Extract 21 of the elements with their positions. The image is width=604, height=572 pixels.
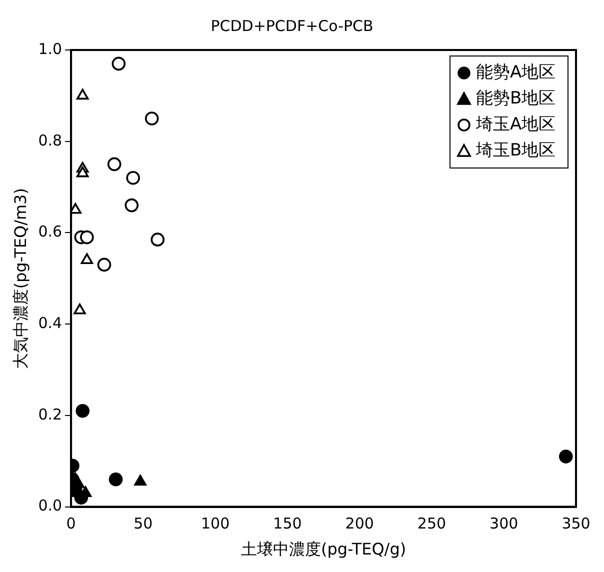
legend-label: 能勢A地区 bbox=[476, 62, 556, 82]
chart-title: PCDD+PCDF+Co-PCB bbox=[210, 16, 374, 35]
y-axis-title: 大気中濃度(pg-TEQ/m3) bbox=[10, 188, 30, 369]
x-tick-label: 200 bbox=[345, 514, 374, 533]
legend-label: 能勢B地区 bbox=[476, 88, 556, 108]
x-tick-label: 50 bbox=[134, 514, 153, 533]
legend-label: 埼玉A地区 bbox=[475, 114, 556, 134]
y-tick-label: 0.2 bbox=[38, 405, 62, 424]
x-axis-title: 土壌中濃度(pg-TEQ/g) bbox=[240, 540, 406, 559]
y-tick-label: 0.0 bbox=[38, 496, 62, 515]
y-tick-label: 0.8 bbox=[38, 131, 62, 150]
legend-label: 埼玉B地区 bbox=[475, 140, 556, 160]
x-tick-label: 300 bbox=[490, 514, 518, 533]
y-tick-label: 1.0 bbox=[38, 40, 62, 58]
x-tick-label: 100 bbox=[201, 514, 230, 533]
y-tick-label: 0.6 bbox=[38, 222, 62, 241]
x-tick-label: 150 bbox=[273, 514, 302, 533]
x-tick-label: 250 bbox=[417, 514, 446, 533]
x-tick-label: 0 bbox=[66, 514, 76, 533]
y-tick-label: 0.4 bbox=[38, 314, 62, 332]
x-tick-label: 350 bbox=[562, 514, 590, 533]
